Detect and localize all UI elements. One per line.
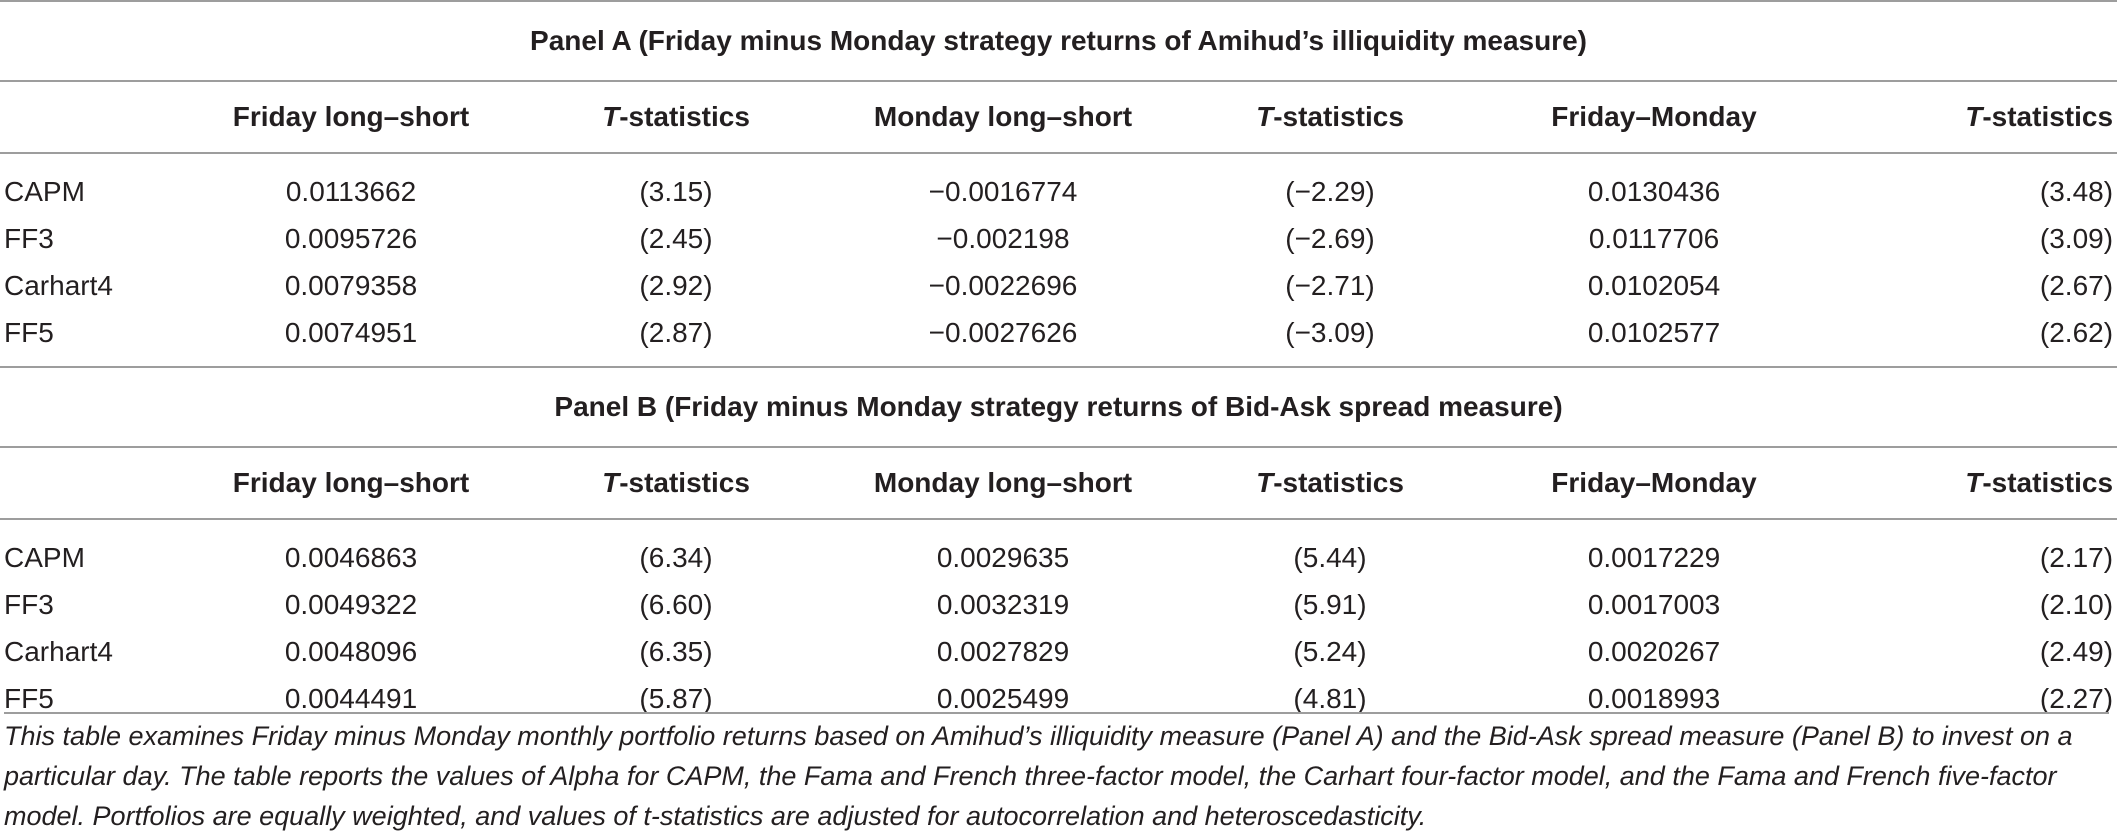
row-label: CAPM (0, 152, 175, 215)
table-cell: 0.0049322 (284, 588, 418, 620)
table-cell: 0.0079358 (284, 269, 418, 301)
t-suffix: -statistics (619, 467, 750, 498)
t-letter: T (1965, 101, 1983, 132)
table-cell: 0.0025499 (936, 682, 1070, 714)
table-cell: 0.0020267 (1587, 635, 1721, 667)
t-letter: T (602, 467, 620, 498)
table-row: FF5 0.0044491 (5.87) 0.0025499 (4.81) 0.00189… (0, 675, 2117, 732)
table-cell: 0.0046863 (175, 518, 527, 581)
panel-title: Panel A (Friday minus Monday strategy re… (0, 0, 2117, 81)
table-cell: 0.0102577 (1587, 316, 1721, 348)
column-header: T-statistics (1181, 446, 1479, 519)
table-cell: (2.62) (2039, 316, 2114, 348)
row-label: Carhart4 (4, 635, 113, 667)
table-row: FF5 0.0074951 (2.87) −0.0027626 (−3.09) 0.010… (0, 309, 2117, 367)
column-header: Monday long–short (825, 446, 1181, 519)
table-cell: 0.0113662 (175, 152, 527, 215)
table-cell: (5.91) (1293, 588, 1367, 620)
table-cell: −0.0022696 (928, 269, 1078, 301)
table-row: FF3 0.0049322 (6.60) 0.0032319 (5.91) 0.00170… (0, 581, 2117, 628)
t-suffix: -statistics (1982, 467, 2114, 498)
results-table: Panel A (Friday minus Monday strategy re… (0, 0, 2117, 732)
column-header: Friday–Monday (1479, 80, 1829, 153)
t-letter: T (1256, 101, 1274, 132)
table-cell: (2.87) (639, 316, 713, 348)
t-suffix: -statistics (1273, 101, 1404, 132)
table-row: Carhart4 0.0079358 (2.92) −0.0022696 (−2.71)… (0, 262, 2117, 309)
panel-title-row: Panel B (Friday minus Monday strategy re… (0, 366, 2117, 447)
column-header: T-statistics (527, 446, 825, 519)
table-cell: (5.87) (639, 682, 713, 714)
row-label: FF5 (4, 682, 54, 714)
table-cell: −0.002198 (936, 222, 1070, 254)
t-letter: T (1256, 467, 1274, 498)
panel-title-row: Panel A (Friday minus Monday strategy re… (0, 0, 2117, 81)
column-header-row: Friday long–short T-statistics Monday long… (0, 80, 2117, 153)
table-cell: (2.17) (1829, 518, 2117, 581)
table-cell: 0.0044491 (284, 682, 418, 714)
table-cell: 0.0074951 (284, 316, 418, 348)
t-suffix: -statistics (1273, 467, 1404, 498)
table-cell: 0.0027829 (936, 635, 1070, 667)
returns-table: Panel A (Friday minus Monday strategy re… (0, 0, 2117, 732)
table-cell: (6.34) (527, 518, 825, 581)
row-label: FF5 (4, 316, 54, 348)
t-letter: T (1965, 467, 1983, 498)
table-cell: (2.92) (639, 269, 713, 301)
table-cell: (3.09) (2039, 222, 2114, 254)
column-header (0, 446, 175, 519)
table-cell: (5.24) (1293, 635, 1367, 667)
column-header: T-statistics (1829, 80, 2117, 153)
table-cell: (−2.69) (1285, 222, 1375, 254)
column-header: T-statistics (1829, 446, 2117, 519)
table-cell: 0.0102054 (1587, 269, 1721, 301)
row-label: FF3 (4, 222, 54, 254)
table-cell: (3.15) (527, 152, 825, 215)
row-label: CAPM (0, 518, 175, 581)
table-cell: 0.0130436 (1479, 152, 1829, 215)
table-cell: 0.0017229 (1479, 518, 1829, 581)
table-cell: −0.0016774 (825, 152, 1181, 215)
table-cell: (3.48) (1829, 152, 2117, 215)
table-cell: (5.44) (1181, 518, 1479, 581)
column-header: Monday long–short (825, 80, 1181, 153)
table-cell: (6.35) (639, 635, 713, 667)
table-cell: (4.81) (1293, 682, 1367, 714)
row-label: FF3 (4, 588, 54, 620)
table-row: FF3 0.0095726 (2.45) −0.002198 (−2.69) 0.0117… (0, 215, 2117, 262)
table-cell: (2.10) (2039, 588, 2114, 620)
table-cell: 0.0048096 (284, 635, 418, 667)
table-row: Carhart4 0.0048096 (6.35) 0.0027829 (5.24) 0.… (0, 628, 2117, 675)
table-caption: This table examines Friday minus Monday … (4, 712, 2109, 836)
column-header: T-statistics (527, 80, 825, 153)
table-cell: (−3.09) (1285, 316, 1375, 348)
table-row: CAPM 0.0113662 (3.15) −0.0016774 (−2.29) 0.01… (0, 152, 2117, 215)
table-cell: (6.60) (639, 588, 713, 620)
table-cell: (2.49) (2039, 635, 2114, 667)
table-cell: 0.0029635 (825, 518, 1181, 581)
table-row: CAPM 0.0046863 (6.34) 0.0029635 (5.44) 0.0017… (0, 518, 2117, 581)
t-suffix: -statistics (1982, 101, 2114, 132)
table-cell: (2.67) (2039, 269, 2114, 301)
table-cell: 0.0017003 (1587, 588, 1721, 620)
column-header (0, 80, 175, 153)
table-cell: (−2.71) (1285, 269, 1375, 301)
table-cell: (2.45) (639, 222, 713, 254)
column-header: Friday long–short (175, 446, 527, 519)
table-cell: −0.0027626 (928, 316, 1078, 348)
row-label: Carhart4 (4, 269, 113, 301)
table-cell: 0.0117706 (1588, 222, 1720, 254)
panel-title: Panel B (Friday minus Monday strategy re… (0, 366, 2117, 447)
column-header: Friday–Monday (1479, 446, 1829, 519)
table-cell: (2.27) (2039, 682, 2114, 714)
table-cell: 0.0032319 (936, 588, 1070, 620)
column-header: T-statistics (1181, 80, 1479, 153)
t-letter: T (602, 101, 620, 132)
table-cell: 0.0095726 (284, 222, 418, 254)
column-header-row: Friday long–short T-statistics Monday long… (0, 446, 2117, 519)
t-suffix: -statistics (619, 101, 750, 132)
table-cell: 0.0018993 (1587, 682, 1721, 714)
table-cell: (−2.29) (1181, 152, 1479, 215)
column-header: Friday long–short (175, 80, 527, 153)
